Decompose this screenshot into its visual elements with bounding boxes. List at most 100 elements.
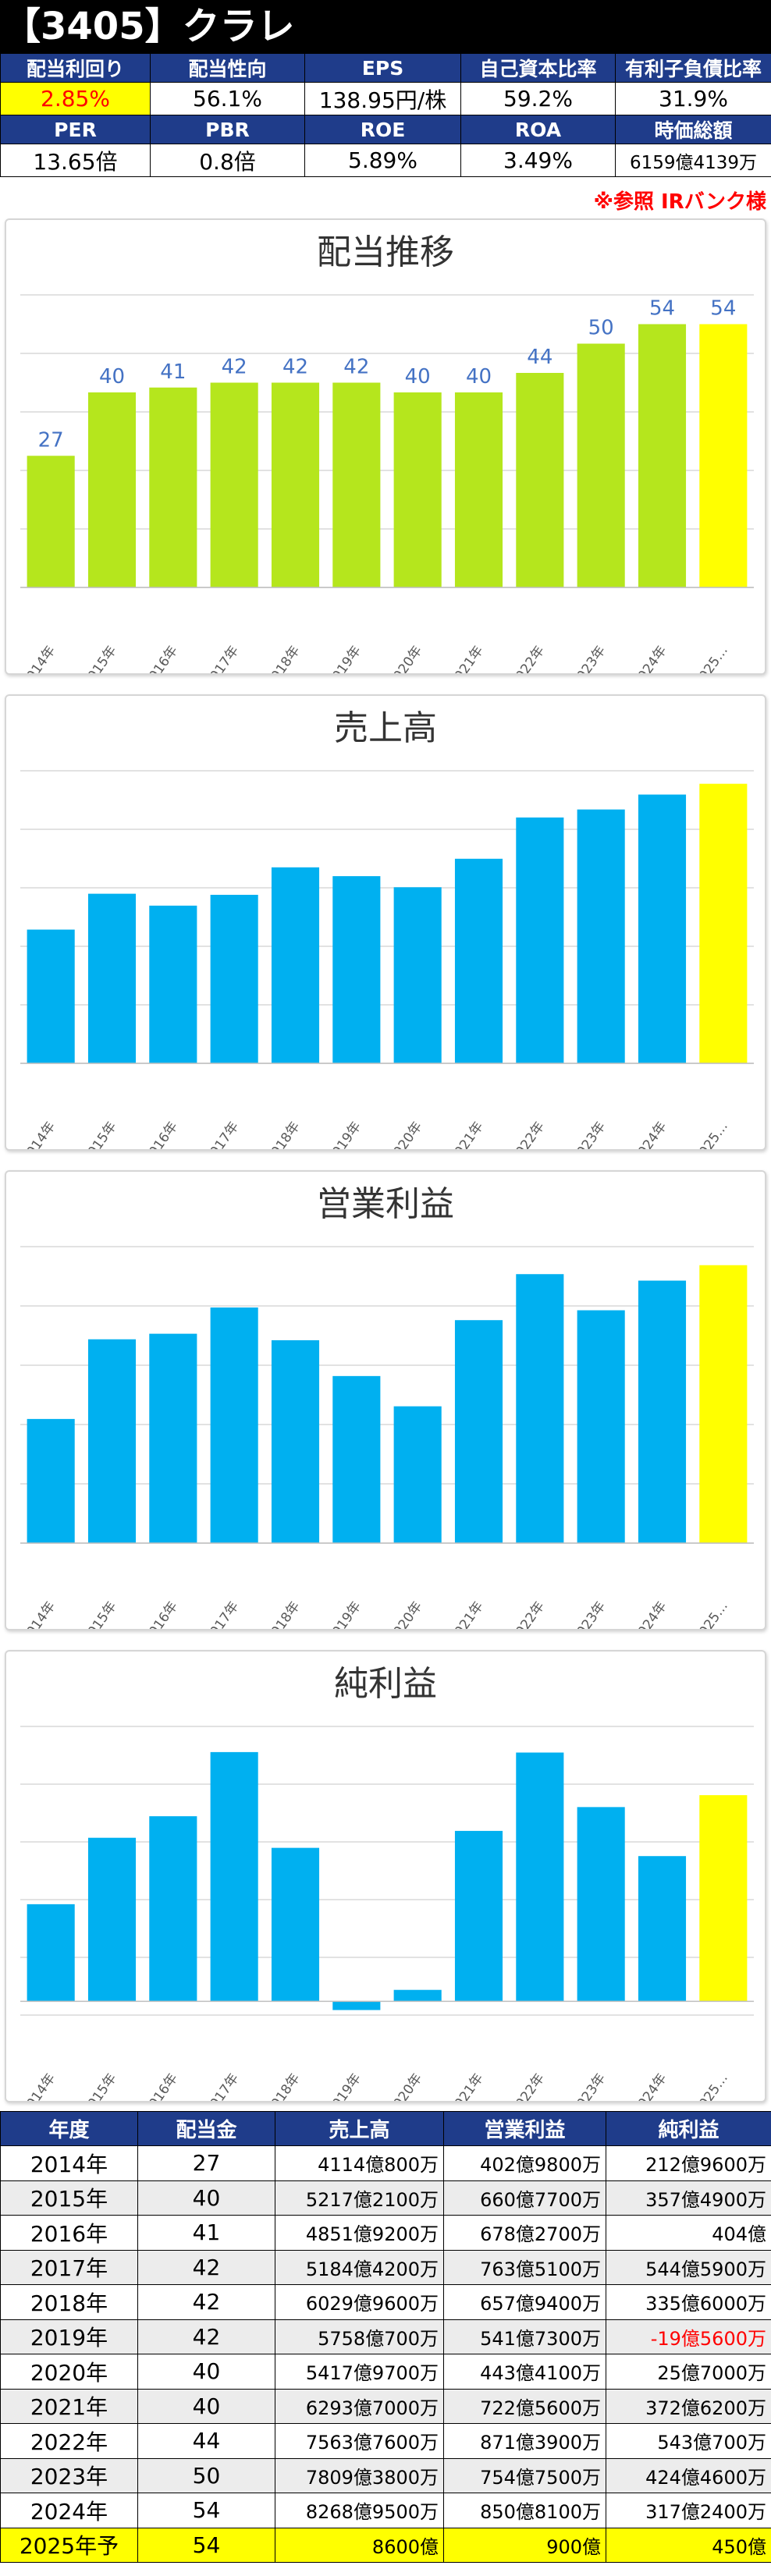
cell-year: 2019年: [0, 2319, 138, 2354]
operating-profit-chart-svg: 営業利益 2014年 2015年 2016年 2017年 2018年 2019年 2020年 2…: [19, 1184, 754, 1629]
operating-profit-chart-title: 営業利益: [317, 1184, 454, 1224]
cell-sales: 5184億4200万: [275, 2249, 444, 2285]
operating-profit-bar: [516, 1274, 564, 1543]
net-profit-bar: [271, 1847, 320, 2002]
net-profit-tick-label: 2018年: [264, 2070, 304, 2101]
dividend-data-label: 40: [99, 365, 125, 389]
dividend-data-label: 44: [527, 346, 552, 369]
operating-profit-tick-label: 2015年: [80, 1598, 120, 1629]
cell-net-profit: 335億6000万: [606, 2284, 771, 2320]
operating-profit-tick-label: 2023年: [569, 1598, 609, 1629]
table-row: 2017年 42 5184億4200万 763億5100万 544億5900万: [0, 2249, 771, 2285]
table-row: 2014年 27 4114億800万 402億9800万 212億9600万: [0, 2145, 771, 2181]
sales-bar: [27, 929, 75, 1063]
cell-operating-profit: 850億8100万: [443, 2493, 606, 2528]
operating-profit-tick-label: 2025…: [691, 1598, 731, 1629]
sales-tick-label: 2025…: [691, 1119, 731, 1149]
sales-tick-label: 2020年: [386, 1119, 425, 1149]
sales-tick-label: 2016年: [141, 1119, 181, 1149]
metrics-value-row-2: 13.65倍 0.8倍 5.89% 3.49% 6159億4139万: [0, 144, 771, 177]
cell-operating-profit: 541億7300万: [443, 2319, 606, 2354]
dividend-bar: [210, 382, 258, 587]
net-profit-chart: 純利益 2014年 2015年 2016年 2017年 2018年 2019年 2020年 20…: [5, 1650, 766, 2102]
sales-bar: [332, 876, 381, 1063]
dividend-bar: [149, 387, 197, 587]
dividend-chart: 配当推移 27 2014年 40 2015年 41 2016年 42 2017年 42 2018年 4…: [5, 218, 766, 675]
cell-sales: 4851億9200万: [275, 2215, 444, 2251]
table-row: 2020年 40 5417億9700万 443億4100万 25億7000万: [0, 2354, 771, 2390]
cell-sales: 5758億700万: [275, 2319, 444, 2354]
page-title: 【3405】クラレ: [0, 0, 771, 53]
sales-bar: [454, 858, 503, 1063]
net-profit-bar: [454, 1830, 503, 2002]
operating-profit-tick-label: 2016年: [141, 1598, 181, 1629]
cell-year: 2014年: [0, 2145, 138, 2181]
cell-sales: 5417億9700万: [275, 2354, 444, 2390]
metric-label-eps: EPS: [304, 53, 461, 83]
table-row: 2019年 42 5758億700万 541億7300万 -19億5600万: [0, 2319, 771, 2354]
sales-tick-label: 2023年: [569, 1119, 609, 1149]
dividend-chart-svg: 配当推移 27 2014年 40 2015年 41 2016年 42 2017年 42 2018年 4…: [19, 232, 754, 673]
net-profit-tick-label: 2025…: [691, 2070, 731, 2101]
cell-year: 2022年: [0, 2423, 138, 2459]
col-header-dividend: 配当金: [137, 2111, 275, 2146]
net-profit-bar: [149, 1816, 197, 2002]
metric-label-roe: ROE: [304, 115, 461, 144]
dividend-tick-label: 2014年: [19, 643, 59, 673]
cell-dividend: 54: [137, 2527, 275, 2563]
operating-profit-tick-label: 2014年: [19, 1598, 59, 1629]
cell-year: 2016年: [0, 2215, 138, 2251]
net-profit-bar: [393, 1989, 442, 2002]
sales-tick-label: 2024年: [631, 1119, 670, 1149]
cell-dividend: 42: [137, 2284, 275, 2320]
cell-dividend: 44: [137, 2423, 275, 2459]
net-profit-tick-label: 2022年: [508, 2070, 548, 2101]
net-profit-tick-label: 2020年: [386, 2070, 425, 2101]
operating-profit-bar: [87, 1339, 137, 1543]
dividend-bar: [393, 392, 442, 587]
sales-tick-label: 2014年: [19, 1119, 59, 1149]
source-note: ※参照 IRバンク様: [593, 190, 766, 214]
cell-sales: 8268億9500万: [275, 2493, 444, 2528]
operating-profit-bar: [454, 1320, 503, 1543]
cell-operating-profit: 754億7500万: [443, 2457, 606, 2493]
cell-dividend: 42: [137, 2319, 275, 2354]
cell-net-profit: -19億5600万: [606, 2319, 771, 2354]
cell-sales: 8600億: [275, 2527, 444, 2563]
cell-sales: 6293億7000万: [275, 2388, 444, 2424]
cell-net-profit: 317億2400万: [606, 2493, 771, 2528]
sales-bar: [577, 809, 625, 1063]
metric-value-roe: 5.89%: [304, 144, 461, 177]
net-profit-chart-svg: 純利益 2014年 2015年 2016年 2017年 2018年 2019年 2020年 20…: [19, 1664, 754, 2101]
financial-table: 年度 配当金 売上高 営業利益 純利益 2014年 27 4114億800万 402億…: [0, 2111, 771, 2563]
dividend-bar: [577, 343, 625, 587]
cell-operating-profit: 443億4100万: [443, 2354, 606, 2390]
net-profit-tick-label: 2023年: [569, 2070, 609, 2101]
dividend-tick-label: 2016年: [141, 643, 181, 673]
sales-bar: [210, 895, 258, 1063]
cell-sales: 7563億7600万: [275, 2423, 444, 2459]
cell-dividend: 54: [137, 2493, 275, 2528]
sales-tick-label: 2022年: [508, 1119, 548, 1149]
operating-profit-tick-label: 2022年: [508, 1598, 548, 1629]
sales-tick-label: 2017年: [202, 1119, 242, 1149]
cell-net-profit: 357億4900万: [606, 2180, 771, 2216]
metric-label-market-cap: 時価総額: [615, 115, 771, 144]
table-row: 2023年 50 7809億3800万 754億7500万 424億4600万: [0, 2457, 771, 2493]
cell-net-profit: 25億7000万: [606, 2354, 771, 2390]
sales-chart: 売上高 2014年 2015年 2016年 2017年 2018年 2019年 2020年 20…: [5, 694, 766, 1151]
operating-profit-bar: [638, 1280, 687, 1543]
metric-value-market-cap: 6159億4139万: [615, 144, 771, 177]
dividend-bar: [699, 324, 748, 587]
cell-operating-profit: 722億5600万: [443, 2388, 606, 2424]
dividend-tick-label: 2017年: [202, 643, 242, 673]
dividend-data-label: 42: [282, 356, 308, 379]
cell-operating-profit: 763億5100万: [443, 2249, 606, 2285]
metric-value-roa: 3.49%: [460, 144, 616, 177]
dividend-chart-title: 配当推移: [317, 232, 454, 272]
cell-operating-profit: 900億: [443, 2527, 606, 2563]
dividend-bar: [87, 392, 137, 587]
metric-label-dividend-yield: 配当利回り: [0, 53, 151, 83]
cell-year: 2018年: [0, 2284, 138, 2320]
dividend-bar: [516, 373, 564, 587]
